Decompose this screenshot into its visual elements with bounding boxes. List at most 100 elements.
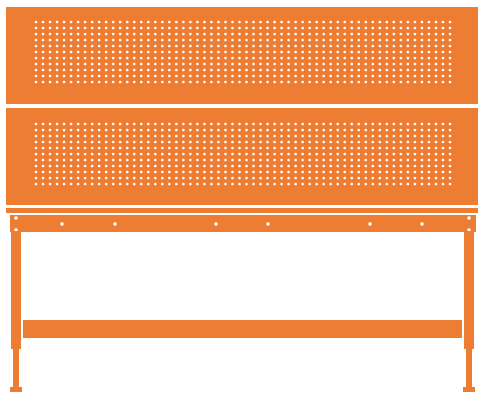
pegboard-hole	[97, 122, 101, 126]
pegboard-hole	[273, 32, 276, 36]
pegboard-hole	[161, 170, 164, 174]
pegboard-hole	[378, 20, 382, 24]
pegboard-hole	[413, 164, 417, 168]
pegboard-hole	[132, 140, 136, 144]
pegboard-hole	[34, 134, 38, 138]
pegboard-hole	[413, 32, 417, 36]
pegboard-hole	[420, 32, 424, 36]
pegboard-hole	[182, 170, 185, 174]
pegboard-hole	[161, 68, 164, 72]
pegboard-hole	[224, 170, 227, 174]
pegboard-hole	[301, 164, 304, 168]
pegboard-hole	[217, 20, 220, 24]
pegboard-hole	[125, 56, 129, 60]
pegboard-hole	[238, 164, 241, 168]
pegboard-hole	[427, 170, 431, 174]
pegboard-hole	[294, 146, 297, 150]
pegboard-hole	[322, 152, 325, 156]
pegboard-hole	[210, 128, 213, 132]
pegboard-hole	[111, 32, 115, 36]
pegboard-hole	[69, 146, 73, 150]
pegboard-hole	[385, 164, 389, 168]
pegboard-hole	[385, 44, 389, 48]
pegboard-hole	[125, 32, 129, 36]
pegboard-hole	[132, 134, 136, 138]
pegboard-hole	[139, 170, 143, 174]
pegboard-hole	[189, 140, 192, 144]
pegboard-hole	[231, 152, 234, 156]
pegboard-hole	[139, 32, 143, 36]
pegboard-hole	[287, 74, 290, 78]
pegboard-hole	[392, 50, 396, 54]
pegboard-hole	[350, 128, 354, 132]
pegboard-hole	[364, 182, 368, 186]
pegboard-hole	[315, 26, 318, 30]
pegboard-hole	[399, 182, 403, 186]
pegboard-hole	[441, 74, 445, 78]
pegboard-hole	[76, 134, 80, 138]
pegboard-hole	[266, 170, 269, 174]
pegboard-hole	[41, 128, 45, 132]
pegboard-hole	[90, 38, 94, 42]
pegboard-hole	[427, 182, 431, 186]
pegboard-hole	[48, 146, 52, 150]
pegboard-hole	[111, 134, 115, 138]
pegboard-hole	[55, 182, 59, 186]
pegboard-hole	[308, 20, 311, 24]
pegboard-hole	[245, 152, 248, 156]
pegboard-hole	[329, 68, 333, 72]
pegboard-hole	[392, 134, 396, 138]
pegboard-hole	[259, 128, 262, 132]
pegboard-hole	[378, 158, 382, 162]
pegboard-hole	[350, 146, 354, 150]
pegboard-hole	[413, 74, 417, 78]
pegboard-hole	[399, 158, 403, 162]
pegboard-hole	[385, 80, 389, 84]
pegboard-hole	[252, 74, 255, 78]
pegboard-hole	[308, 158, 311, 162]
pegboard-hole	[280, 80, 283, 84]
pegboard-hole	[364, 38, 368, 42]
pegboard-hole	[322, 176, 325, 180]
pegboard-hole	[118, 26, 122, 30]
pegboard-hole	[217, 56, 220, 60]
pegboard-hole	[224, 56, 227, 60]
pegboard-hole	[41, 62, 45, 66]
pegboard-hole	[168, 74, 171, 78]
pegboard-hole	[371, 128, 375, 132]
pegboard-hole	[406, 32, 410, 36]
panel-base-rail	[6, 208, 478, 213]
pegboard-hole	[182, 182, 185, 186]
pegboard-hole	[259, 68, 262, 72]
pegboard-hole	[238, 146, 241, 150]
pegboard-hole	[76, 44, 80, 48]
pegboard-hole	[217, 182, 220, 186]
pegboard-hole	[83, 38, 87, 42]
pegboard-hole	[266, 140, 269, 144]
pegboard-hole	[245, 170, 248, 174]
pegboard-hole	[48, 176, 52, 180]
pegboard-hole	[189, 50, 192, 54]
pegboard-hole	[350, 38, 354, 42]
pegboard-hole	[329, 32, 333, 36]
pegboard-hole	[371, 50, 375, 54]
pegboard-hole	[329, 152, 333, 156]
pegboard-hole	[413, 134, 417, 138]
pegboard-hole	[343, 170, 347, 174]
pegboard-hole	[90, 68, 94, 72]
pegboard-hole	[441, 122, 445, 126]
pegboard-hole	[273, 80, 276, 84]
pegboard-hole	[210, 170, 213, 174]
pegboard-hole	[371, 182, 375, 186]
pegboard-hole	[441, 128, 445, 132]
pegboard-hole	[406, 182, 410, 186]
pegboard-hole	[48, 44, 52, 48]
pegboard-hole	[315, 38, 318, 42]
pegboard-hole	[196, 128, 199, 132]
pegboard-hole	[231, 62, 234, 66]
pegboard-hole	[294, 152, 297, 156]
pegboard-hole	[104, 44, 108, 48]
pegboard-hole	[97, 158, 101, 162]
pegboard-hole	[217, 158, 220, 162]
pegboard-hole	[175, 182, 178, 186]
